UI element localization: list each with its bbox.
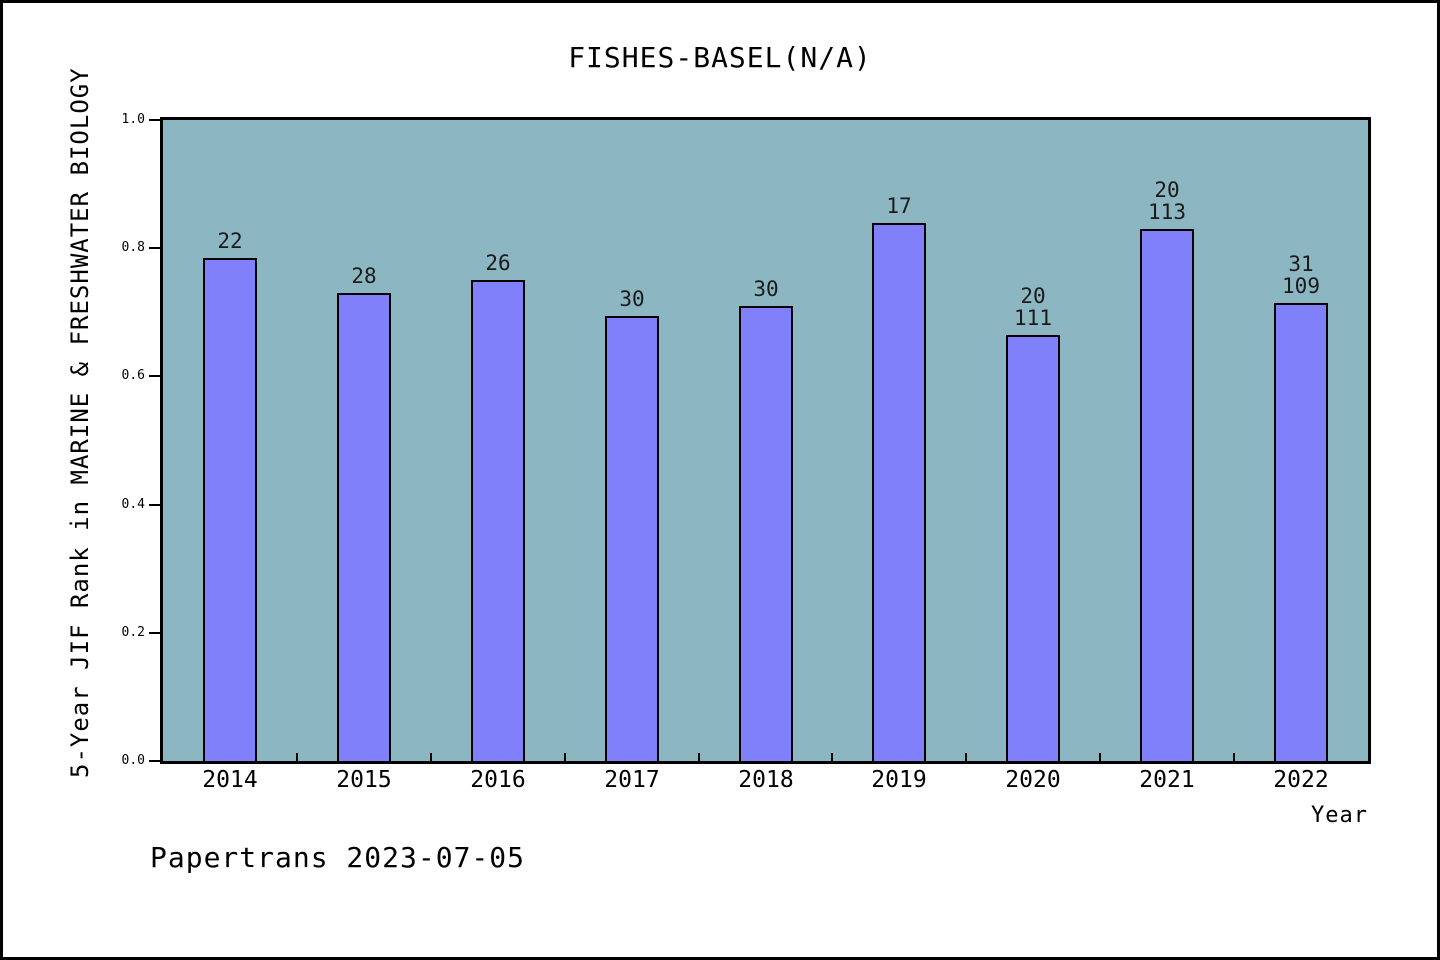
y-tick-label-0.2: 0.2 [121, 625, 145, 640]
x-minor-tick [1099, 753, 1101, 761]
x-minor-tick [831, 753, 833, 761]
bar-2017 [605, 316, 659, 761]
x-minor-tick [1233, 753, 1235, 761]
x-tick-label-2019: 2019 [871, 767, 927, 793]
y-tick-mark [149, 119, 160, 121]
x-minor-tick [296, 753, 298, 761]
y-tick-label-1.0: 1.0 [121, 112, 145, 127]
y-tick-mark [149, 247, 160, 249]
y-tick-label-0.8: 0.8 [121, 240, 145, 255]
x-tick-label-2018: 2018 [738, 767, 794, 793]
y-tick-label-0.6: 0.6 [121, 368, 145, 383]
bar-2015 [337, 293, 391, 761]
bar-value-label-2020: 20 111 [1014, 284, 1052, 330]
x-tick-label-2017: 2017 [604, 767, 660, 793]
footer-text: Papertrans 2023-07-05 [150, 841, 526, 874]
x-axis-label: Year [1311, 803, 1368, 828]
y-tick-mark [149, 375, 160, 377]
y-tick-mark [149, 760, 160, 762]
y-axis: 0.0 0.2 0.4 0.6 0.8 1.0 [3, 112, 163, 768]
x-tick-label-2021: 2021 [1139, 767, 1195, 793]
y-tick-mark [149, 504, 160, 506]
x-tick-label-2020: 2020 [1005, 767, 1061, 793]
y-tick-label-0.0: 0.0 [121, 753, 145, 768]
x-minor-tick [698, 753, 700, 761]
plot-area: 22 28 26 30 30 17 20 111 20 113 31 109 [160, 117, 1371, 764]
bar-2021 [1140, 229, 1194, 761]
x-minor-tick [430, 753, 432, 761]
bar-value-label-2022: 31 109 [1282, 252, 1320, 298]
bar-value-label-2017: 30 [619, 287, 645, 311]
x-axis: 2014 2015 2016 2017 2018 2019 2020 2021 2022 [163, 767, 1368, 801]
bar-value-label-2015: 28 [351, 264, 377, 288]
x-tick-label-2022: 2022 [1273, 767, 1329, 793]
bar-value-label-2019: 17 [886, 194, 912, 218]
bar-2018 [739, 306, 793, 761]
x-tick-label-2016: 2016 [470, 767, 526, 793]
bar-2022 [1274, 303, 1328, 761]
chart-title: FISHES-BASEL(N/A) [568, 41, 872, 74]
bar-2016 [471, 280, 525, 761]
y-tick-label-0.4: 0.4 [121, 497, 145, 512]
bar-2020 [1006, 335, 1060, 761]
x-tick-label-2015: 2015 [336, 767, 392, 793]
bar-value-label-2018: 30 [753, 277, 779, 301]
bar-2019 [872, 223, 926, 761]
bar-2014 [203, 258, 257, 761]
x-tick-label-2014: 2014 [202, 767, 258, 793]
bar-value-label-2021: 20 113 [1148, 178, 1186, 224]
y-tick-mark [149, 632, 160, 634]
x-minor-tick [564, 753, 566, 761]
bar-value-label-2016: 26 [485, 251, 511, 275]
bar-value-label-2014: 22 [217, 229, 243, 253]
x-minor-tick [965, 753, 967, 761]
